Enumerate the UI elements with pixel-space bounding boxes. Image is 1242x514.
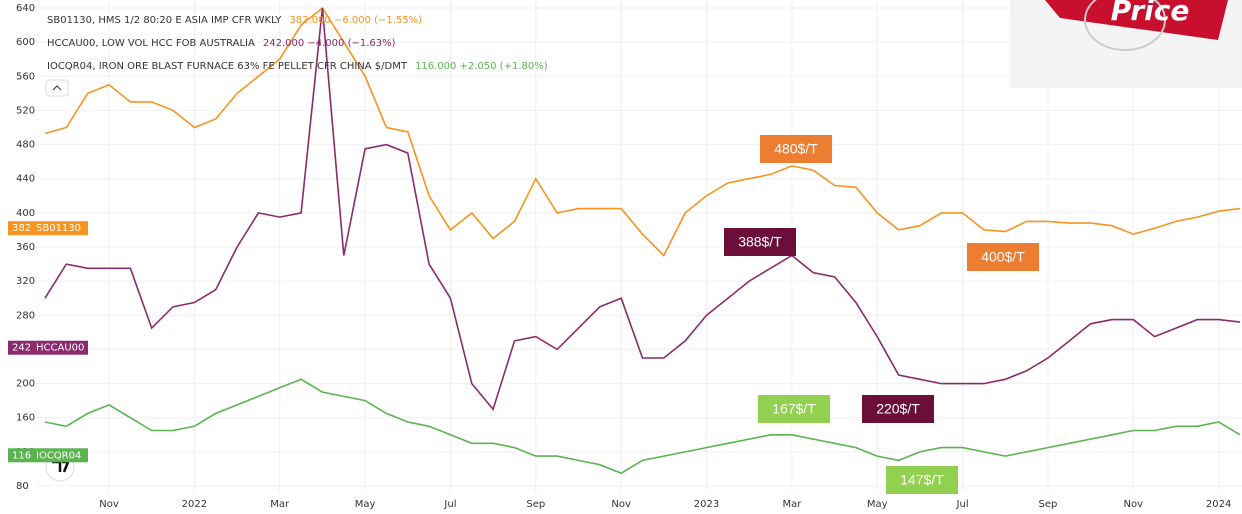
annotation-box [862,395,934,423]
y-tick-label: 600 [16,37,35,48]
x-tick-label: Mar [782,499,802,510]
y-tick-label: 200 [16,379,35,390]
x-tick-label: Sep [1039,499,1058,510]
y-tick-label: 160 [16,413,35,424]
legend-quote: 382.000 −6.000 (−1.55%) [289,15,422,26]
legend-label: IOCQR04, IRON ORE BLAST FURNACE 63% FE P… [47,61,408,72]
y-tick-label: 560 [16,71,35,82]
x-tick-label: May [867,499,888,510]
y-tick-label: 280 [16,310,35,321]
x-tick-label: Mar [270,499,290,510]
y-tick-label: 480 [16,140,35,151]
x-tick-label: Nov [611,499,631,510]
price-badge [8,221,88,236]
legend-quote: 242.000 −4.000 (−1.63%) [263,38,396,49]
y-tick-label: 400 [16,208,35,219]
price-badge [8,448,88,463]
x-tick-label: Jul [956,499,969,510]
annotation-text: 400$/T [981,249,1025,265]
x-tick-label: 2023 [694,499,719,510]
x-tick-label: 2024 [1206,499,1231,510]
annotation-text: 388$/T [738,234,782,250]
price-badge-value: 242 [12,343,31,354]
logo-shape [1045,0,1228,40]
annotation-text: 480$/T [774,141,818,157]
annotation-text: 147$/T [900,472,944,488]
price-badge-value: 116 [12,450,31,461]
y-tick-label: 80 [16,481,29,492]
legend-label: HCCAU00, LOW VOL HCC FOB AUSTRALIA [47,38,255,49]
x-tick-label: Sep [526,499,545,510]
annotation-text: 220$/T [876,401,920,417]
logo-ring [1084,0,1166,51]
annotation-box [760,135,832,163]
x-tick-label: May [355,499,376,510]
y-tick-label: 440 [16,174,35,185]
annotation-box [886,466,958,494]
price-badge-name: HCCAU00 [36,343,84,354]
x-tick-label: Nov [1124,499,1144,510]
y-tick-label: 640 [16,3,35,14]
legend-quote: 116.000 +2.050 (+1.80%) [415,61,548,72]
x-tick-label: Jul [443,499,456,510]
x-tick-label: 2022 [182,499,207,510]
price-badge-name: IOCQR04 [36,450,81,461]
series-line [44,378,1241,475]
annotation-box [758,395,830,423]
annotation-box [724,228,796,256]
y-tick-label: 320 [16,276,35,287]
collapse-button[interactable] [45,79,69,97]
collapse-icon [52,85,62,91]
annotation-text: 167$/T [772,401,816,417]
logo-text: Price [1111,0,1190,27]
price-badge [8,340,88,355]
x-tick-label: Nov [99,499,119,510]
legend-label: SB01130, HMS 1/2 80:20 E ASIA IMP CFR WK… [47,15,282,26]
y-tick-label: 520 [16,105,35,116]
y-tick-label: 360 [16,242,35,253]
annotation-box [967,243,1039,271]
series-line [44,7,1241,411]
series-line [44,6,1241,257]
logo: Price [1010,0,1242,88]
price-badge-value: 382 [12,223,31,234]
price-badge-name: SB01130 [36,223,81,234]
